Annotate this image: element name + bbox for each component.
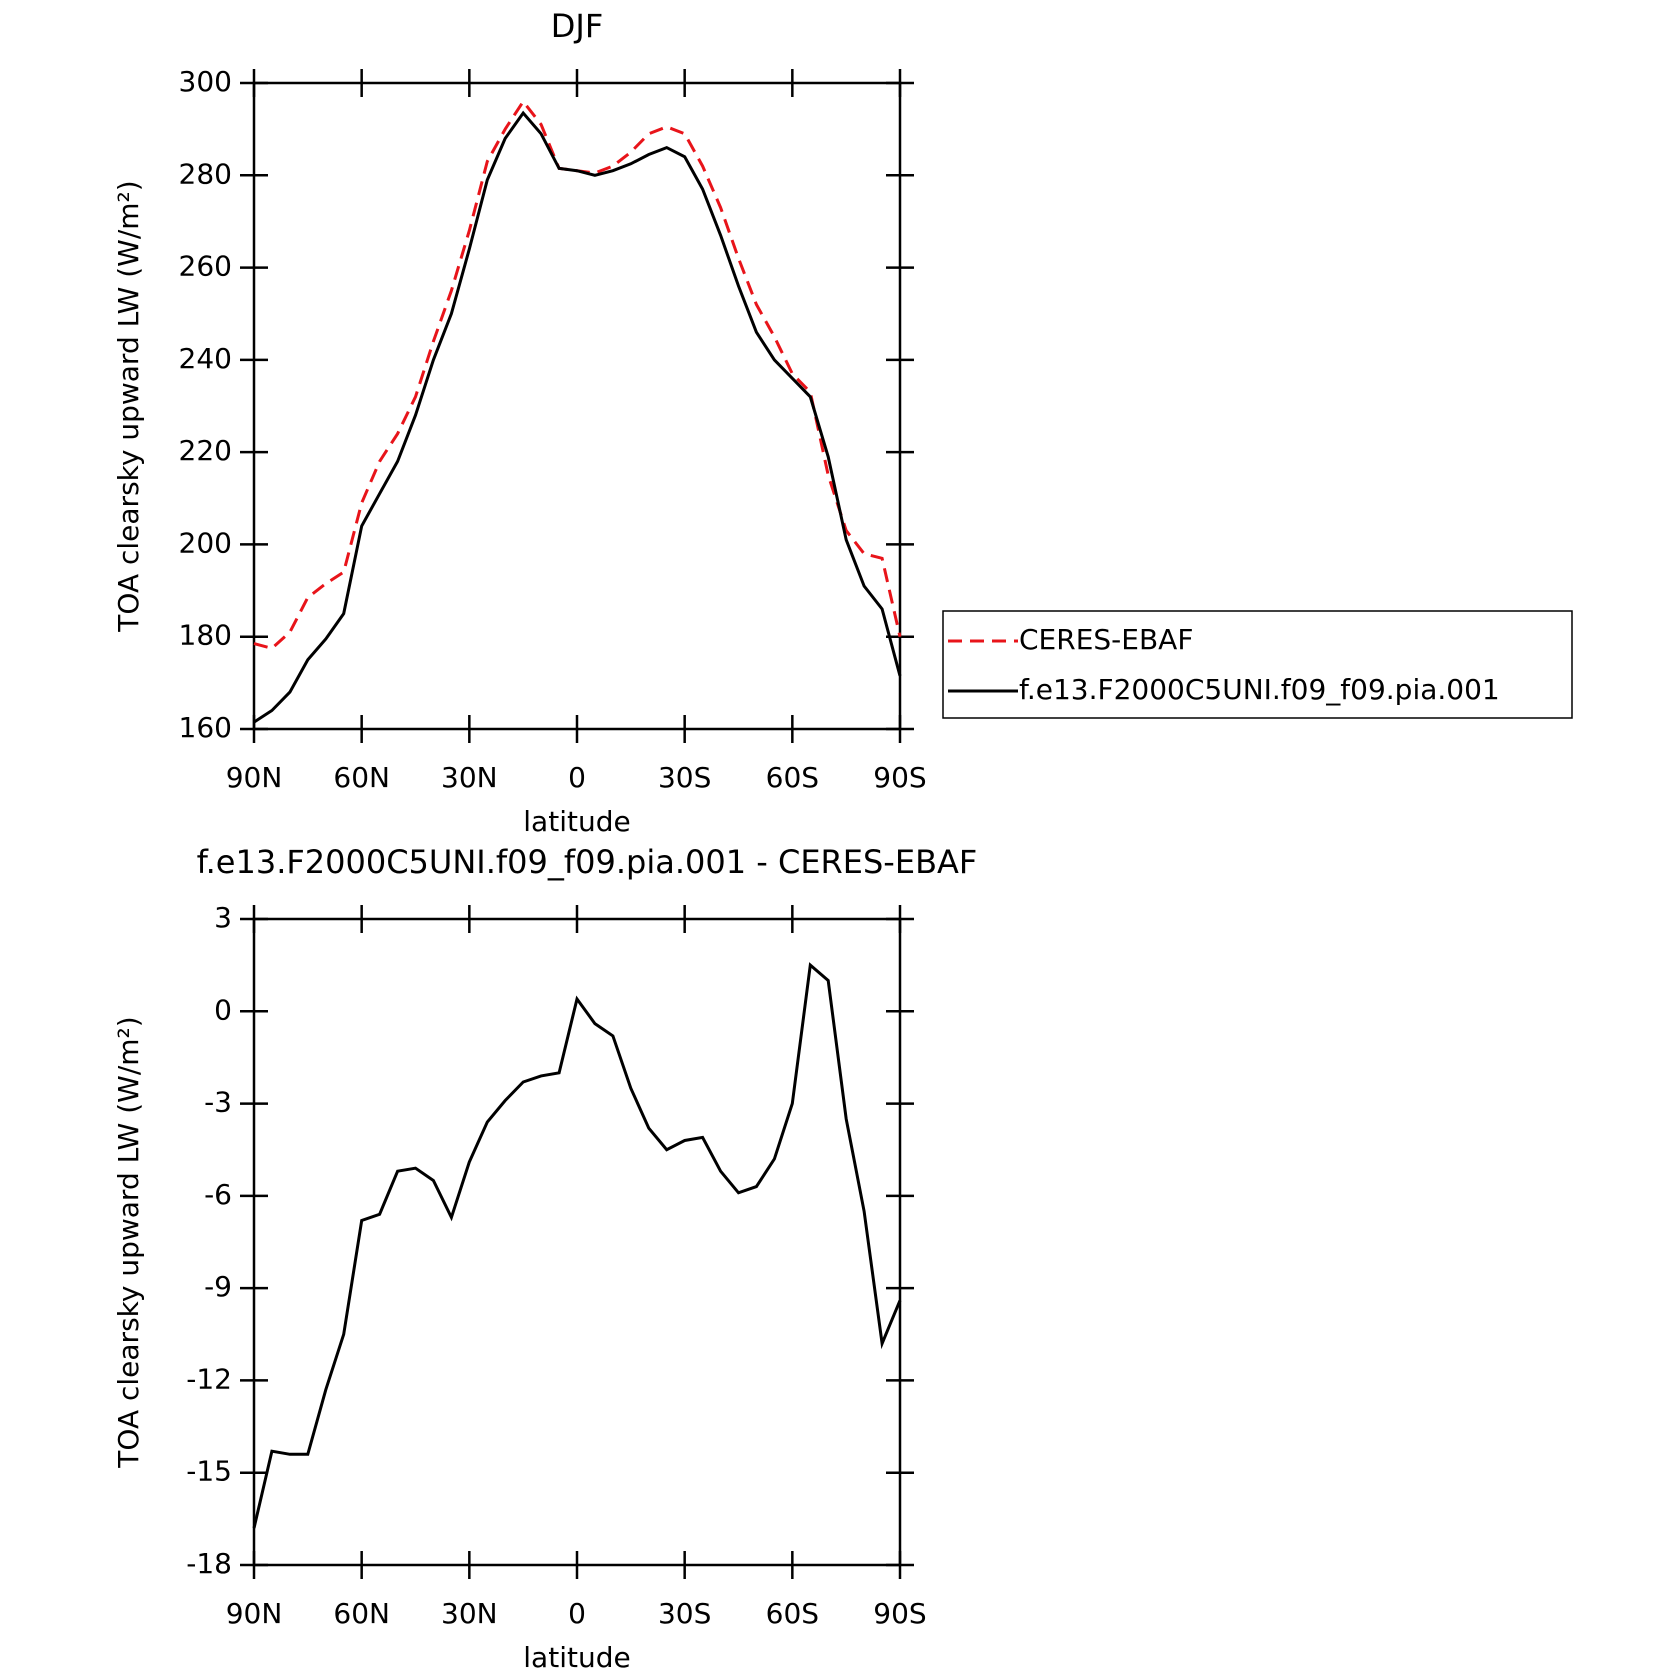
y-tick-label: -3 bbox=[204, 1086, 232, 1119]
y-tick-label: 0 bbox=[214, 993, 232, 1026]
chart-title: DJF bbox=[551, 7, 603, 45]
x-axis-label: latitude bbox=[523, 1641, 630, 1674]
x-tick-label: 30S bbox=[658, 761, 711, 794]
y-tick-label: 200 bbox=[179, 526, 232, 559]
x-tick-label: 60N bbox=[333, 761, 390, 794]
y-tick-label: -6 bbox=[204, 1178, 232, 1211]
x-tick-label: 30S bbox=[658, 1597, 711, 1630]
y-tick-label: 300 bbox=[179, 65, 232, 98]
x-tick-label: 0 bbox=[568, 1597, 586, 1630]
x-tick-label: 90S bbox=[873, 761, 926, 794]
line bbox=[253, 110, 902, 724]
x-tick-label: 30N bbox=[441, 761, 498, 794]
legend-label: f.e13.F2000C5UNI.f09_f09.pia.001 bbox=[1019, 673, 1500, 706]
y-tick-label: -12 bbox=[186, 1362, 232, 1395]
y-tick-label: 180 bbox=[179, 619, 232, 652]
y-tick-label: 260 bbox=[179, 250, 232, 283]
plot-frame bbox=[252, 81, 902, 731]
y-tick-label: 280 bbox=[179, 157, 232, 190]
x-tick-label: 0 bbox=[568, 761, 586, 794]
legend-box bbox=[942, 610, 1573, 719]
y-axis-label: TOA clearsky upward LW (W/m²) bbox=[112, 180, 145, 632]
x-tick-label: 90N bbox=[226, 761, 283, 794]
x-tick-label: 90S bbox=[873, 1597, 926, 1630]
x-tick-label: 60N bbox=[333, 1597, 390, 1630]
x-tick-label: 90N bbox=[226, 1597, 283, 1630]
y-tick-label: 3 bbox=[214, 901, 232, 934]
y-tick-label: 220 bbox=[179, 434, 232, 467]
y-tick-label: -9 bbox=[204, 1270, 232, 1303]
x-tick-label: 60S bbox=[766, 1597, 819, 1630]
y-tick-label: 240 bbox=[179, 342, 232, 375]
x-tick-label: 30N bbox=[441, 1597, 498, 1630]
y-axis-label: TOA clearsky upward LW (W/m²) bbox=[112, 1016, 145, 1468]
line bbox=[253, 98, 902, 650]
y-tick-label: 160 bbox=[179, 711, 232, 744]
y-tick-label: -18 bbox=[186, 1547, 232, 1580]
x-tick-label: 60S bbox=[766, 761, 819, 794]
x-axis-label: latitude bbox=[523, 805, 630, 838]
chart-title: f.e13.F2000C5UNI.f09_f09.pia.001 - CERES… bbox=[197, 843, 978, 881]
legend-label: CERES-EBAF bbox=[1019, 623, 1193, 656]
line bbox=[252, 962, 902, 1529]
y-tick-label: -15 bbox=[186, 1455, 232, 1488]
